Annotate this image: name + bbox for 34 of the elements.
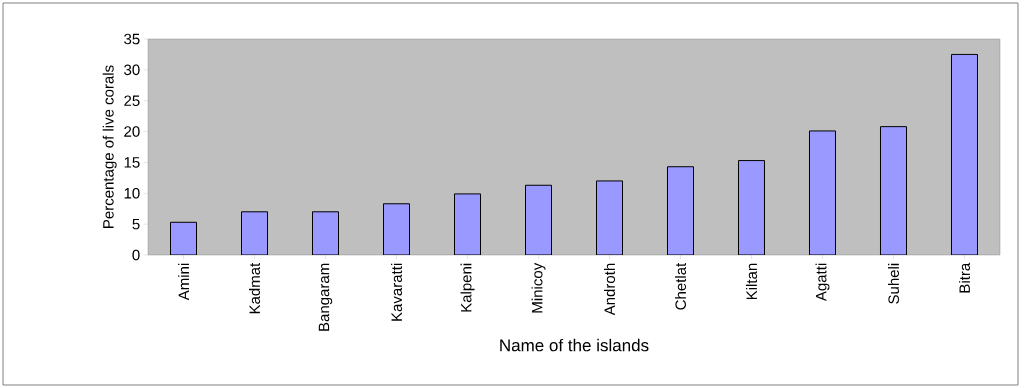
bar xyxy=(596,180,623,255)
bar xyxy=(738,160,765,255)
x-tick-label: Agatti xyxy=(815,263,830,302)
y-tick-label: 35 xyxy=(124,33,140,45)
bar xyxy=(170,221,198,255)
bar xyxy=(525,184,552,255)
x-axis-title: Name of the islands xyxy=(500,338,649,352)
bar xyxy=(809,130,836,255)
bar xyxy=(312,211,340,255)
bar xyxy=(879,126,907,255)
y-tick-label: 30 xyxy=(124,64,140,76)
bar xyxy=(667,166,694,255)
x-tick-label: Suheli xyxy=(887,263,899,304)
bar xyxy=(454,193,482,255)
bar xyxy=(950,53,978,255)
bar xyxy=(241,211,269,255)
x-tick-label: Bitra xyxy=(958,262,970,293)
x-tick-label: Minicoy xyxy=(531,262,546,313)
x-tick-label: Kavaratti xyxy=(391,263,403,321)
x-tick-label: Bangaram xyxy=(318,263,333,331)
y-tick-label: 0 xyxy=(132,249,140,261)
x-tick-label: Chetlat xyxy=(674,262,686,310)
x-tick-label: Kiltan xyxy=(745,263,757,300)
x-tick-label: Amini xyxy=(178,263,189,301)
x-tick-label: Androth xyxy=(603,263,615,316)
y-tick-label: 25 xyxy=(124,95,140,107)
bar xyxy=(383,203,411,255)
x-tick-label: Kalpeni xyxy=(460,263,475,312)
x-tick-label: Kadmat xyxy=(249,262,261,314)
y-axis-title: Percentage of live corals xyxy=(102,65,117,228)
y-tick-label: 20 xyxy=(124,126,140,137)
y-tick-label: 10 xyxy=(124,187,140,199)
y-tick-label: 15 xyxy=(124,157,140,168)
y-tick-label: 5 xyxy=(132,218,140,230)
